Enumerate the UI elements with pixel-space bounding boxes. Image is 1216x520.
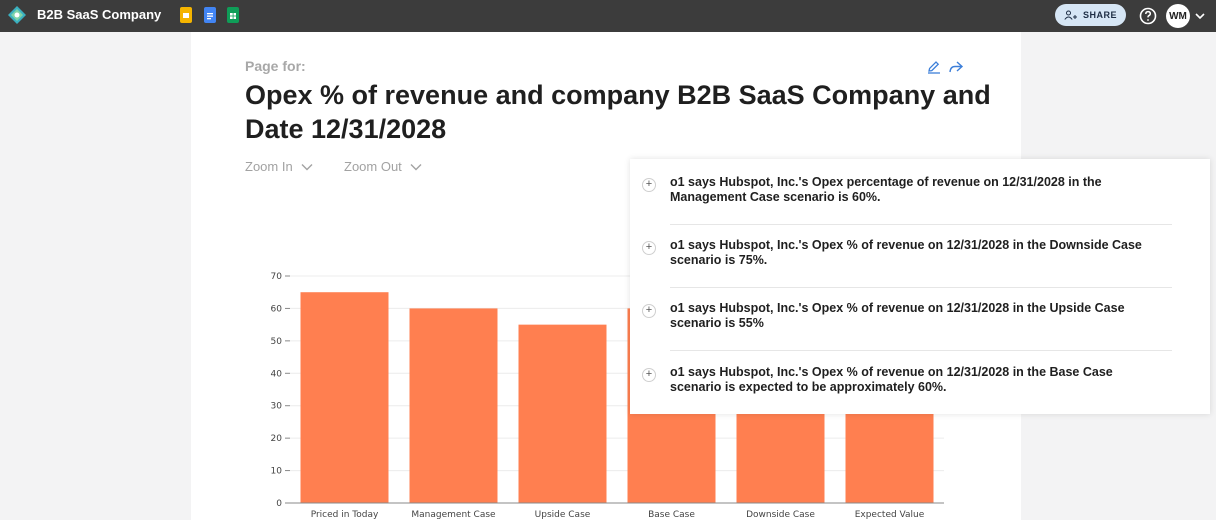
chevron-down-icon[interactable] <box>1194 11 1206 21</box>
google-docs-icon[interactable] <box>204 7 216 23</box>
share-label: SHARE <box>1082 10 1117 20</box>
top-bar: B2B SaaS Company SHARE WM <box>0 0 1216 32</box>
expand-plus-icon[interactable]: + <box>642 241 656 255</box>
x-tick-label: Expected Value <box>855 510 925 520</box>
avatar[interactable]: WM <box>1166 4 1190 28</box>
fact-divider <box>670 287 1172 288</box>
expand-plus-icon[interactable]: + <box>642 368 656 382</box>
y-tick-label: 40 <box>271 369 283 379</box>
y-tick-label: 70 <box>271 272 283 282</box>
expand-plus-icon[interactable]: + <box>642 304 656 318</box>
chart-bar[interactable] <box>518 324 607 503</box>
app-title[interactable]: B2B SaaS Company <box>37 7 162 22</box>
share-users-icon <box>1064 10 1077 20</box>
x-tick-label: Downside Case <box>746 510 815 520</box>
y-tick-label: 50 <box>271 337 283 347</box>
app-logo-icon[interactable] <box>8 6 26 24</box>
fact-text: o1 says Hubspot, Inc.'s Opex % of revenu… <box>670 365 1113 394</box>
zoom-in-dropdown[interactable]: Zoom In <box>245 159 313 174</box>
share-forward-icon[interactable] <box>948 60 964 74</box>
x-tick-label: Priced in Today <box>311 510 379 520</box>
zoom-out-label: Zoom Out <box>344 159 402 174</box>
avatar-initials: WM <box>1169 10 1187 22</box>
fact-text: o1 says Hubspot, Inc.'s Opex % of revenu… <box>670 238 1142 267</box>
expand-plus-icon[interactable]: + <box>642 178 656 192</box>
google-sheets-icon[interactable] <box>227 7 239 23</box>
y-tick-label: 0 <box>276 499 282 509</box>
x-tick-label: Management Case <box>411 510 496 520</box>
share-button[interactable]: SHARE <box>1055 4 1126 26</box>
y-tick-label: 60 <box>271 304 283 314</box>
y-tick-label: 20 <box>271 434 283 444</box>
fact-divider <box>670 224 1172 225</box>
chevron-down-icon <box>410 163 422 170</box>
chart-bar[interactable] <box>409 308 498 503</box>
fact-text: o1 says Hubspot, Inc.'s Opex % of revenu… <box>670 301 1125 330</box>
facts-panel: + o1 says Hubspot, Inc.'s Opex percentage… <box>630 159 1210 414</box>
zoom-out-dropdown[interactable]: Zoom Out <box>344 159 422 174</box>
edit-pencil-icon[interactable] <box>927 60 941 74</box>
x-tick-label: Base Case <box>648 510 695 520</box>
page-title: Opex % of revenue and company B2B SaaS C… <box>245 80 991 144</box>
google-slides-icon[interactable] <box>180 7 192 23</box>
y-tick-label: 30 <box>271 402 283 412</box>
y-tick-label: 10 <box>271 467 283 477</box>
x-tick-label: Upside Case <box>535 510 591 520</box>
chevron-down-icon <box>301 163 313 170</box>
zoom-in-label: Zoom In <box>245 159 293 174</box>
chart-bar[interactable] <box>300 292 389 503</box>
fact-text: o1 says Hubspot, Inc.'s Opex percentage … <box>670 175 1102 204</box>
fact-divider <box>670 350 1172 351</box>
page-for-label: Page for: <box>245 58 306 74</box>
help-icon[interactable] <box>1138 6 1158 26</box>
